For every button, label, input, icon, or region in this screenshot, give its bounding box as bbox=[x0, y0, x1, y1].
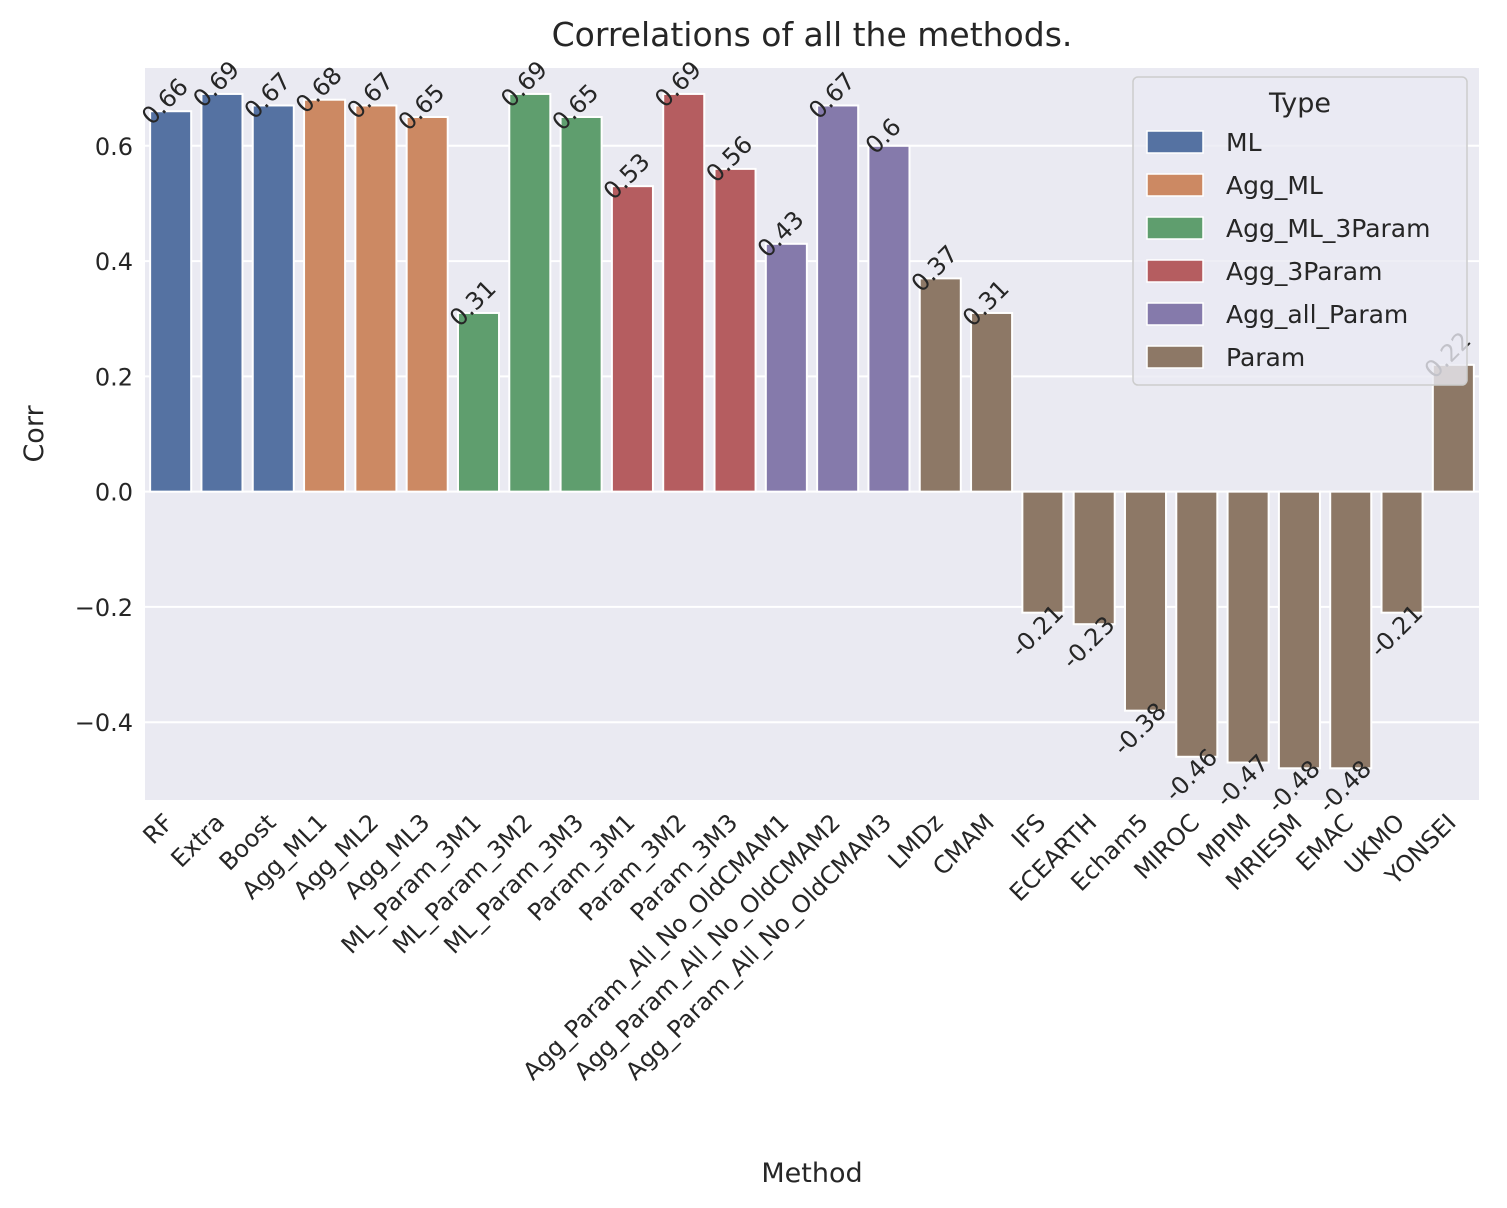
x-axis-label: Method bbox=[761, 1158, 862, 1189]
bar-Agg_Param_All_No_OldCMAM2 bbox=[816, 104, 860, 493]
legend-label-Agg_ML_3Param: Agg_ML_3Param bbox=[1226, 214, 1430, 243]
y-axis-label: Corr bbox=[19, 405, 50, 463]
bar-Extra bbox=[200, 92, 244, 493]
legend-swatch-Agg_all_Param bbox=[1146, 302, 1204, 326]
bar-Param_3M2 bbox=[662, 92, 706, 493]
legend-entries: ML Agg_ML Agg_ML_3Param Agg_3Param Agg_all_P… bbox=[1146, 128, 1430, 372]
y-tick-labels: −0.4 −0.2 0.0 0.2 0.4 0.6 bbox=[75, 133, 133, 737]
bar-ML_Param_3M2 bbox=[508, 92, 552, 493]
bar-MPIM bbox=[1226, 490, 1270, 764]
bar-LMDz bbox=[918, 277, 962, 493]
y-tick-label: 0.0 bbox=[95, 479, 133, 507]
legend-label-Param: Param bbox=[1226, 343, 1305, 372]
x-tick-labels: RFExtraBoostAgg_ML1Agg_ML2Agg_ML3ML_Para… bbox=[138, 808, 1462, 1085]
bar-Agg_ML1 bbox=[303, 98, 347, 493]
bar-Echam5 bbox=[1123, 490, 1168, 712]
bar-Agg_Param_All_No_OldCMAM1 bbox=[764, 242, 808, 493]
bar-IFS bbox=[1021, 490, 1065, 614]
bar-Param_3M3 bbox=[713, 167, 757, 493]
bar-Agg_Param_All_No_OldCMAM3 bbox=[867, 144, 911, 493]
y-tick-label: 0.6 bbox=[95, 133, 133, 161]
legend-swatch-Agg_3Param bbox=[1146, 259, 1204, 283]
legend-swatch-ML bbox=[1146, 130, 1204, 154]
bar-ML_Param_3M3 bbox=[559, 115, 603, 493]
legend-swatch-Agg_ML_3Param bbox=[1146, 216, 1204, 240]
bar-Boost bbox=[251, 104, 295, 493]
bar-Param_3M1 bbox=[610, 185, 654, 493]
x-tick-label-RF: RF bbox=[138, 808, 179, 849]
bar-Agg_ML3 bbox=[405, 115, 449, 493]
y-tick-label: 0.4 bbox=[95, 248, 133, 276]
legend-swatch-Param bbox=[1146, 345, 1204, 369]
bar-UKMO bbox=[1380, 490, 1424, 614]
bar-EMAC bbox=[1329, 490, 1373, 770]
bars-group bbox=[149, 92, 1475, 770]
y-tick-label: 0.2 bbox=[95, 363, 133, 391]
bar-ML_Param_3M1 bbox=[456, 311, 501, 493]
bar-Agg_ML2 bbox=[354, 104, 398, 493]
bar-ECEARTH bbox=[1072, 490, 1116, 626]
bar-MIROC bbox=[1175, 490, 1219, 758]
legend-label-Agg_all_Param: Agg_all_Param bbox=[1226, 300, 1408, 329]
legend-label-ML: ML bbox=[1226, 128, 1262, 157]
y-tick-label: −0.4 bbox=[75, 709, 133, 737]
legend-label-Agg_ML: Agg_ML bbox=[1226, 171, 1323, 200]
bar-RF bbox=[149, 110, 193, 493]
legend-title: Type bbox=[1268, 88, 1331, 119]
bar-CMAM bbox=[970, 311, 1014, 493]
chart-title: Correlations of all the methods. bbox=[552, 15, 1073, 54]
legend-swatch-Agg_ML bbox=[1146, 173, 1204, 197]
y-tick-label: −0.2 bbox=[75, 594, 133, 622]
legend: Type ML Agg_ML Agg_ML_3Param Agg_3Param Agg_… bbox=[1132, 76, 1468, 386]
bar-MRIESM bbox=[1277, 490, 1321, 770]
legend-label-Agg_3Param: Agg_3Param bbox=[1226, 257, 1382, 286]
legend-frame bbox=[1132, 76, 1468, 386]
